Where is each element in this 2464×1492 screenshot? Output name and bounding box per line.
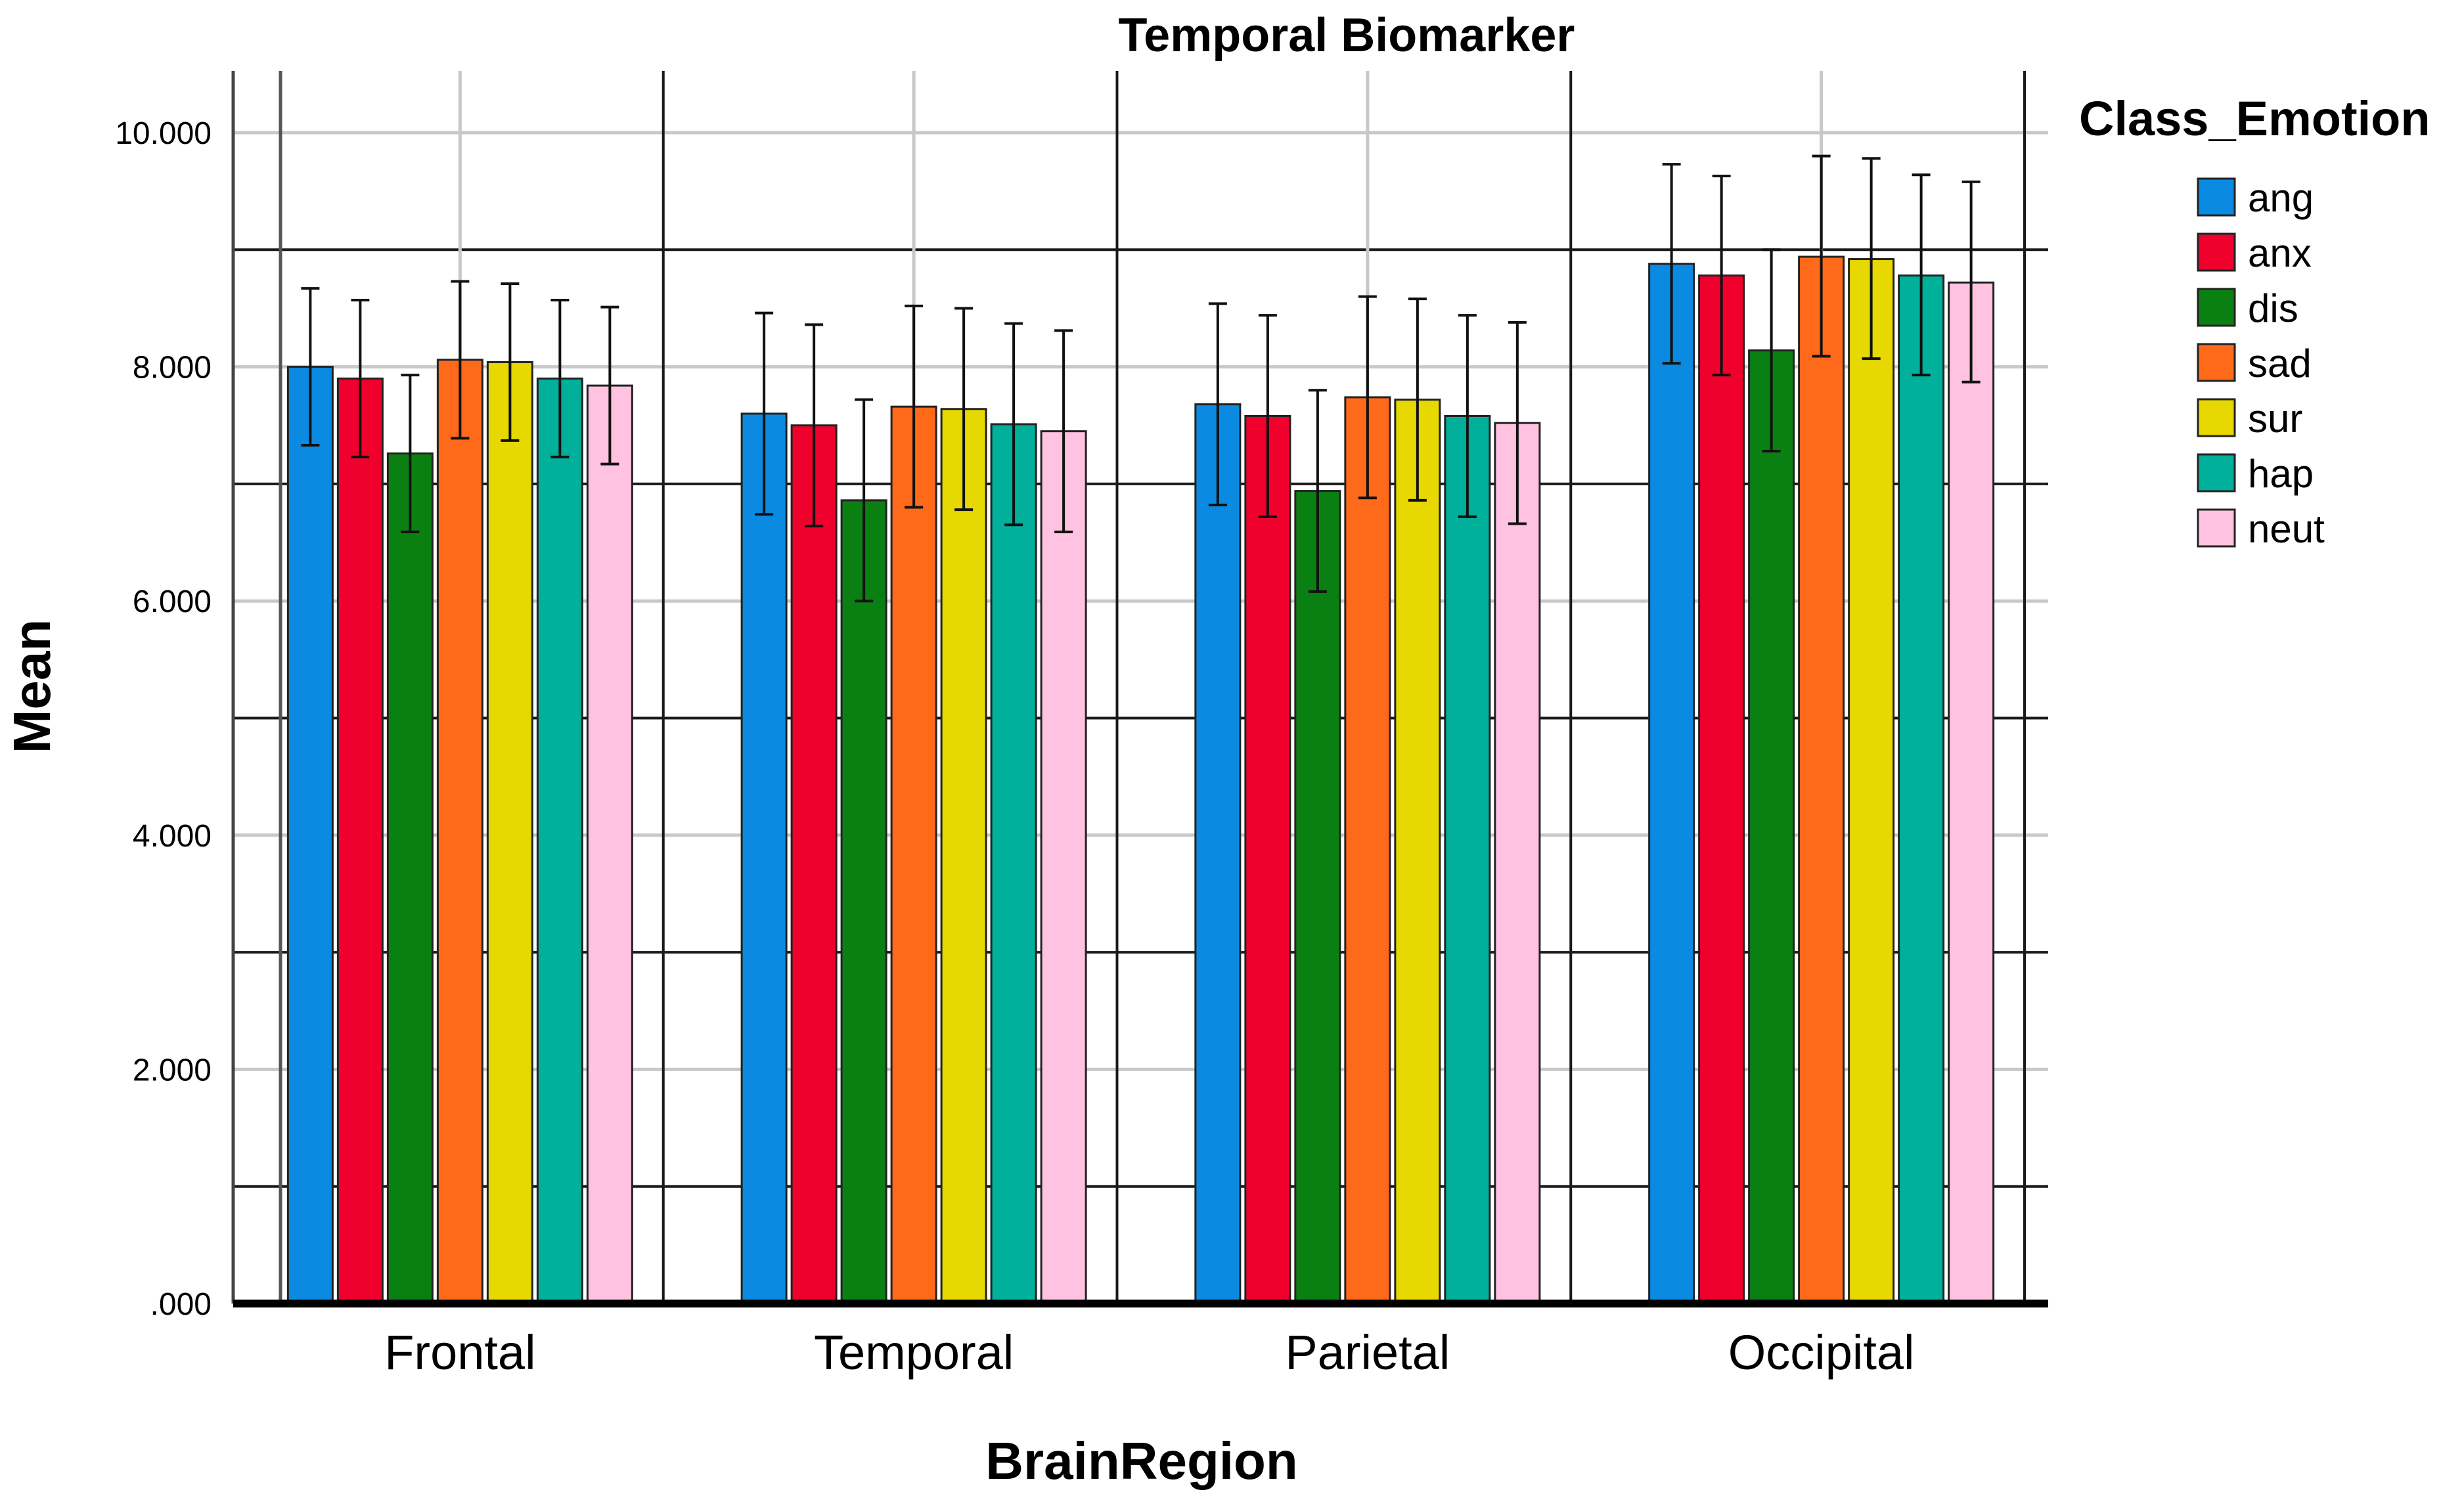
error-bar-sur-frontal — [501, 282, 520, 442]
error-bar-sur-temporal — [954, 307, 974, 512]
bar-ang-occipital — [1648, 263, 1695, 1305]
error-bar-sad-parietal — [1358, 295, 1377, 500]
bar-anx-occipital — [1698, 274, 1745, 1305]
error-bar-dis-temporal — [855, 398, 874, 603]
bar-anx-parietal — [1244, 414, 1291, 1305]
legend-swatch-neut — [2197, 508, 2236, 548]
legend-swatch-sur — [2197, 398, 2236, 437]
x-category-labels: Frontal Temporal Parietal Occipital — [384, 1325, 1914, 1380]
bar-neut-occipital — [1948, 281, 1995, 1305]
y-tick-labels: .000 2.000 4.000 6.000 8.000 10.000 — [115, 116, 212, 1322]
y-tick-label: 8.000 — [133, 351, 212, 385]
error-bar-anx-temporal — [805, 323, 824, 528]
bar-hap-parietal — [1444, 414, 1491, 1305]
x-tick-label-frontal: Frontal — [384, 1325, 535, 1380]
legend-swatch-dis — [2197, 288, 2236, 327]
bar-anx-frontal — [336, 377, 384, 1305]
error-bar-dis-parietal — [1308, 389, 1327, 593]
bar-sad-occipital — [1798, 255, 1845, 1305]
bar-dis-frontal — [386, 452, 434, 1305]
error-bar-sad-occipital — [1812, 154, 1831, 358]
legend: Class_Emotion ang anx dis sad sur hap neut — [2079, 91, 2430, 551]
x-axis-title: BrainRegion — [985, 1432, 1298, 1490]
bar-hap-frontal — [536, 377, 583, 1305]
y-tick-label: 10.000 — [115, 116, 212, 151]
error-bar-ang-parietal — [1208, 302, 1227, 506]
y-axis-title: Mean — [3, 619, 61, 754]
legend-label-anx: anx — [2248, 231, 2312, 275]
bar-sur-occipital — [1848, 258, 1895, 1305]
x-tick-label-occipital: Occipital — [1728, 1325, 1915, 1380]
legend-label-hap: hap — [2248, 452, 2314, 496]
error-bar-neut-parietal — [1508, 320, 1527, 525]
bar-neut-parietal — [1494, 422, 1541, 1305]
legend-title: Class_Emotion — [2079, 91, 2430, 146]
bar-sad-temporal — [890, 405, 937, 1305]
error-bars — [301, 154, 1981, 603]
bar-dis-temporal — [840, 499, 887, 1305]
y-tick-label: 2.000 — [133, 1053, 212, 1087]
y-tick-label: 4.000 — [133, 819, 212, 854]
y-tick-label: 6.000 — [133, 584, 212, 619]
bar-dis-parietal — [1294, 490, 1341, 1305]
legend-label-neut: neut — [2248, 507, 2325, 551]
error-bar-anx-parietal — [1258, 314, 1277, 518]
legend-label-sad: sad — [2248, 341, 2312, 385]
bar-sur-temporal — [940, 408, 987, 1305]
error-bar-dis-frontal — [401, 374, 420, 534]
error-bar-sur-occipital — [1862, 157, 1881, 361]
error-bar-neut-occipital — [1961, 180, 1981, 384]
legend-swatch-ang — [2197, 177, 2236, 217]
error-bar-ang-frontal — [301, 287, 320, 447]
bar-sur-frontal — [486, 361, 533, 1305]
error-bar-dis-occipital — [1762, 248, 1781, 452]
bar-ang-parietal — [1194, 403, 1242, 1305]
bars — [286, 255, 1995, 1305]
bar-sur-parietal — [1394, 399, 1441, 1305]
x-tick-label-parietal: Parietal — [1285, 1325, 1450, 1380]
error-bar-anx-frontal — [351, 298, 370, 458]
x-tick-label-temporal: Temporal — [814, 1325, 1014, 1380]
error-bar-sad-temporal — [905, 304, 924, 509]
error-bar-ang-occipital — [1662, 163, 1681, 365]
bar-neut-temporal — [1040, 430, 1087, 1305]
bar-dis-occipital — [1748, 349, 1795, 1305]
error-bar-sad-frontal — [451, 280, 470, 440]
y-tick-label: .000 — [150, 1287, 212, 1322]
error-bar-ang-temporal — [755, 311, 774, 516]
bar-anx-temporal — [790, 424, 838, 1305]
bar-ang-frontal — [286, 366, 334, 1305]
axes — [231, 71, 2048, 1307]
error-bar-hap-temporal — [1004, 322, 1023, 527]
legend-label-sur: sur — [2248, 397, 2302, 441]
legend-label-ang: ang — [2248, 176, 2314, 220]
bar-hap-occipital — [1898, 274, 1945, 1305]
bar-hap-temporal — [990, 423, 1037, 1305]
bar-ang-temporal — [740, 412, 788, 1305]
legend-swatch-anx — [2197, 232, 2236, 272]
error-bar-neut-frontal — [600, 305, 619, 466]
legend-swatch-hap — [2197, 453, 2236, 493]
error-bar-sur-parietal — [1408, 297, 1427, 502]
error-bar-neut-temporal — [1054, 329, 1073, 534]
bar-sad-frontal — [436, 359, 483, 1305]
error-bar-hap-occipital — [1912, 173, 1931, 377]
bar-neut-frontal — [586, 384, 633, 1305]
bar-sad-parietal — [1344, 396, 1391, 1305]
chart-title: Temporal Biomarker — [1119, 9, 1575, 62]
error-bar-hap-frontal — [550, 298, 570, 458]
error-bar-anx-occipital — [1712, 174, 1731, 377]
legend-swatch-sad — [2197, 343, 2236, 382]
error-bar-hap-parietal — [1458, 314, 1477, 518]
legend-label-dis: dis — [2248, 286, 2298, 330]
